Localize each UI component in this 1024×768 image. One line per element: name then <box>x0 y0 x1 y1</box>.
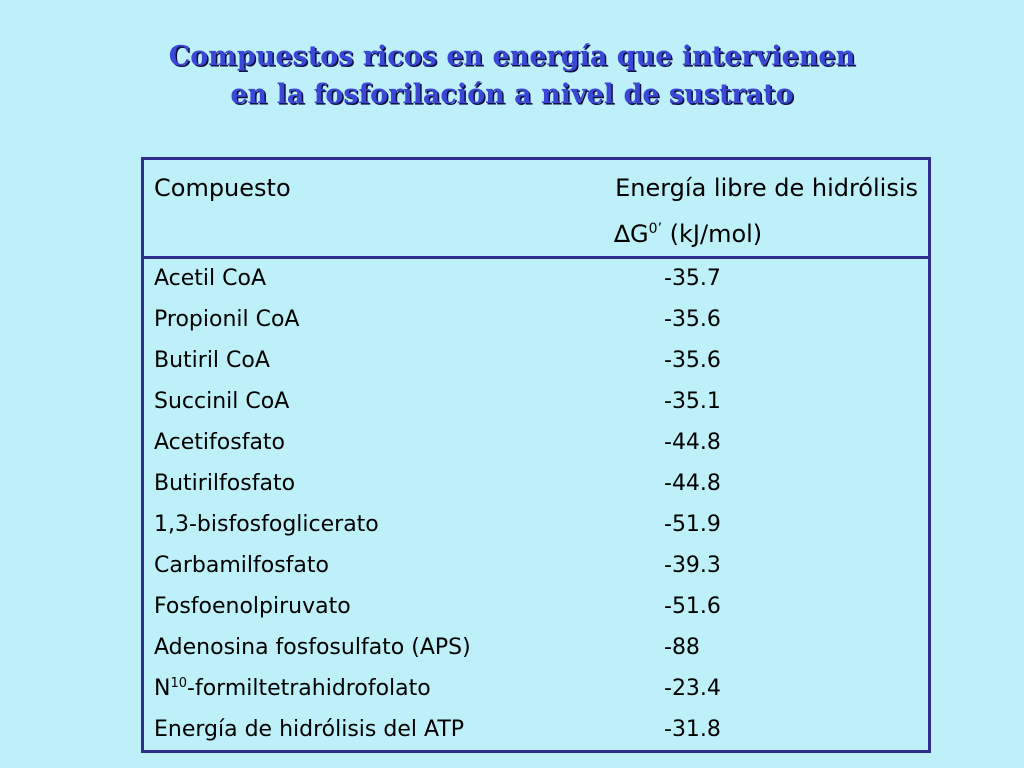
compound-name-superscript: 10 <box>170 676 188 691</box>
slide-title: Compuestos ricos en energía que intervie… <box>0 38 1024 114</box>
table-header: Compuesto Energía libre de hidrólisis ∆G… <box>144 160 931 260</box>
compound-name: Acetil CoA <box>154 266 267 291</box>
compound-name: Carbamilfosfato <box>154 553 329 578</box>
table-row: Adenosina fosfosulfato (APS) -88 <box>144 630 928 671</box>
energy-table: Compuesto Energía libre de hidrólisis ∆G… <box>141 157 931 753</box>
compound-name: Butirilfosfato <box>154 471 296 496</box>
compound-name: Butiril CoA <box>154 348 270 373</box>
compound-name-prefix: N <box>154 676 171 701</box>
table-row: Energía de hidrólisis del ATP -31.8 <box>144 712 928 753</box>
header-compound: Compuesto <box>154 174 291 202</box>
header-energy-unit: ∆G0’ (kJ/mol) <box>614 220 762 248</box>
compound-name: Fosfoenolpiruvato <box>154 594 351 619</box>
delta-g-superscript: 0’ <box>648 221 663 237</box>
energy-value: -44.8 <box>664 430 721 455</box>
compound-name: Succinil CoA <box>154 389 290 414</box>
table-row: Acetifosfato -44.8 <box>144 425 928 466</box>
energy-value: -88 <box>664 635 700 660</box>
compound-name: Propionil CoA <box>154 307 300 332</box>
compound-name: Adenosina fosfosulfato (APS) <box>154 635 471 660</box>
energy-unit: (kJ/mol) <box>662 220 763 248</box>
table-row: Acetil CoA -35.7 <box>144 261 928 302</box>
header-energy: Energía libre de hidrólisis <box>615 174 918 202</box>
energy-value: -35.7 <box>664 266 721 291</box>
table-body: Acetil CoA -35.7 Propionil CoA -35.6 But… <box>144 261 928 753</box>
compound-name: 1,3-bisfosfoglicerato <box>154 512 379 537</box>
compound-name: N10-formiltetrahidrofolato <box>154 676 431 701</box>
title-line-1: Compuestos ricos en energía que intervie… <box>168 41 856 72</box>
table-row: Butiril CoA -35.6 <box>144 343 928 384</box>
energy-value: -23.4 <box>664 676 721 701</box>
energy-value: -35.6 <box>664 307 721 332</box>
compound-name: Acetifosfato <box>154 430 286 455</box>
title-line-2: en la fosforilación a nivel de sustrato <box>230 79 794 110</box>
header-divider <box>144 256 931 259</box>
energy-value: -35.1 <box>664 389 721 414</box>
compound-name: Energía de hidrólisis del ATP <box>154 717 465 742</box>
energy-value: -44.8 <box>664 471 721 496</box>
energy-value: -35.6 <box>664 348 721 373</box>
compound-name-suffix: -formiltetrahidrofolato <box>187 676 431 701</box>
energy-value: -51.6 <box>664 594 721 619</box>
table-row: Succinil CoA -35.1 <box>144 384 928 425</box>
table-row: Carbamilfosfato -39.3 <box>144 548 928 589</box>
delta-g-symbol: ∆G <box>614 220 649 248</box>
table-row: 1,3-bisfosfoglicerato -51.9 <box>144 507 928 548</box>
table-row: N10-formiltetrahidrofolato -23.4 <box>144 671 928 712</box>
table-row: Fosfoenolpiruvato -51.6 <box>144 589 928 630</box>
energy-value: -31.8 <box>664 717 721 742</box>
energy-value: -51.9 <box>664 512 721 537</box>
table-row: Butirilfosfato -44.8 <box>144 466 928 507</box>
energy-value: -39.3 <box>664 553 721 578</box>
table-row: Propionil CoA -35.6 <box>144 302 928 343</box>
